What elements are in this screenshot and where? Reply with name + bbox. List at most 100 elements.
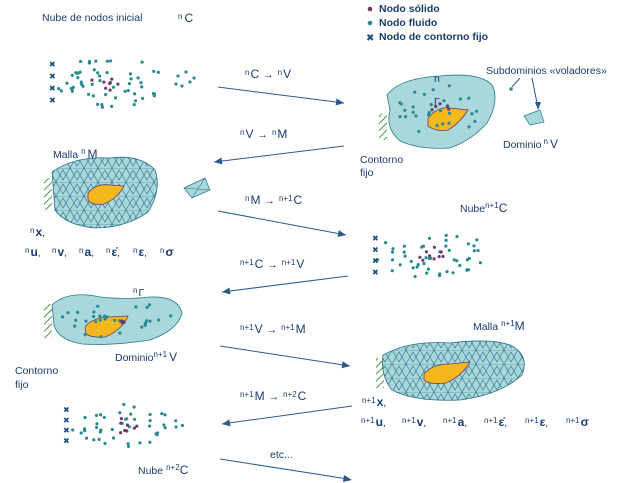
flying-mesh-lines: [183, 177, 211, 199]
fluid-node: [438, 272, 442, 276]
fluid-node: [148, 424, 152, 428]
solid-node: [428, 254, 432, 258]
node-cloud: [398, 84, 479, 133]
state-variable: nε̇,: [106, 245, 120, 259]
fixed-contour-hatch: [44, 304, 52, 338]
fluid-node: [103, 441, 107, 445]
fluid-node: [156, 318, 161, 322]
mesh-n: Malla n M nx, nu, nv, na, nε̇, nε, nσ: [25, 147, 211, 259]
solid-node: [90, 78, 94, 82]
fluid-node: [447, 84, 451, 88]
fluid-node: [98, 318, 102, 322]
fluid-node: [390, 269, 394, 273]
contour-node-icon: ✖: [63, 416, 70, 425]
fluid-node: [455, 259, 459, 263]
transition-arrow: [221, 405, 353, 425]
etc-arrow: etc...: [219, 449, 352, 482]
fluid-node: [140, 60, 144, 64]
fluid-node: [403, 254, 407, 258]
fluid-node: [467, 125, 471, 129]
mesh-n1-x: n+1x,: [362, 395, 386, 409]
fluid-node: [470, 112, 474, 116]
contour-node-icon: ✖: [372, 245, 379, 254]
flying-subdomains-label: Subdominios «voladores»: [486, 65, 607, 77]
contour-node-icon: ✖: [49, 60, 56, 69]
contour-node-icon: ✖: [49, 72, 56, 81]
fluid-node: [147, 303, 152, 307]
fluid-node: [136, 76, 140, 80]
fluid-node: [85, 436, 89, 440]
fluid-node: [83, 333, 87, 337]
fluid-node: [192, 76, 196, 80]
fluid-node: [398, 101, 402, 105]
fluid-node: [110, 104, 114, 108]
state-variable: n+1a,: [443, 415, 467, 429]
arrow-head: [341, 361, 350, 369]
solid-node: [447, 107, 451, 111]
fluid-node: [118, 331, 122, 335]
fluid-node: [466, 242, 470, 246]
fluid-node: [398, 115, 402, 119]
fluid-node: [413, 90, 417, 94]
fluid-node: [402, 244, 406, 248]
node-cloud: [60, 303, 173, 339]
state-variable: n+1u,: [361, 415, 386, 429]
fluid-node: [174, 425, 178, 429]
fluid-node: [113, 318, 117, 322]
fluid-node: [140, 325, 144, 329]
fluid-node: [98, 430, 102, 434]
fluid-node: [111, 436, 116, 440]
solid-node: [108, 81, 112, 85]
fluid-node: [94, 320, 98, 324]
fluid-node: [65, 81, 69, 85]
fluid-node: [427, 256, 431, 261]
fluid-node: [188, 80, 192, 84]
contour-node-icon: ✖: [49, 96, 56, 105]
fluid-node: [467, 256, 471, 260]
fluid-node: [148, 319, 152, 323]
arrow-head: [222, 419, 231, 427]
fluid-node: [100, 105, 104, 109]
fluid-node: [474, 109, 479, 113]
fluid-node: [444, 238, 448, 242]
fluid-node: [110, 427, 114, 432]
solid-node: [119, 431, 123, 435]
fluid-node: [98, 79, 102, 83]
arrow-head: [222, 287, 231, 295]
fluid-node: [133, 417, 137, 421]
fluid-node: [126, 88, 130, 93]
fluid-node: [152, 69, 156, 73]
fluid-node: [390, 258, 395, 262]
solid-region: [423, 361, 471, 384]
fluid-node: [435, 123, 439, 128]
mesh-n1-label: Malla n+1M: [473, 319, 525, 333]
transition-label: nM → n+1C: [245, 193, 303, 207]
fluid-node: [427, 236, 432, 240]
fluid-node: [424, 256, 428, 260]
fluid-node: [76, 76, 80, 80]
legend-contour-label: Nodo de contorno fijo: [379, 31, 488, 43]
fluid-node: [160, 412, 164, 416]
fluid-node: [409, 259, 413, 263]
fluid-node: [74, 71, 78, 75]
solid-node: [430, 108, 434, 112]
fluid-node: [95, 422, 99, 426]
node-cloud: ✖✖✖✖: [63, 402, 184, 448]
cloud-n1: Nuben+1C ✖ ✖ ✖ ✖: [372, 201, 508, 279]
fluid-node: [129, 77, 133, 81]
etc-arrow-head: [343, 475, 352, 482]
fluid-node: [475, 238, 479, 242]
fluid-node: [398, 263, 402, 267]
fluid-node: [384, 241, 388, 245]
fluid-node: [71, 428, 75, 432]
fixed-contour-hatch: [376, 358, 384, 388]
fluid-node: [478, 261, 482, 265]
solid-node: [421, 258, 425, 262]
fluid-node: [390, 250, 395, 254]
arrow-head: [335, 98, 344, 106]
fluid-node: [128, 72, 133, 76]
contour-node-icon: ✖: [49, 84, 56, 93]
transition-label: n+1M → n+2C: [240, 389, 307, 403]
